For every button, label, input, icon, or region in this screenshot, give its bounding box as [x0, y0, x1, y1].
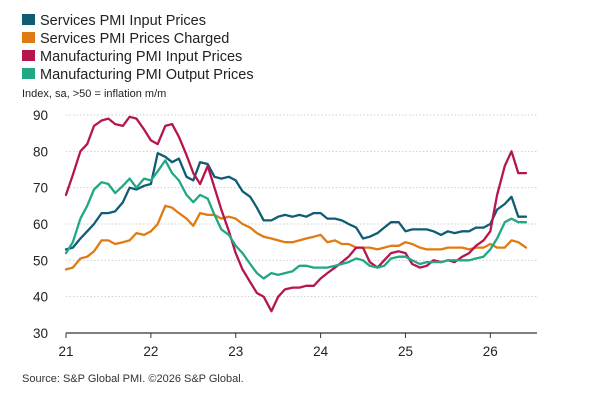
chart-subtitle: Index, sa, >50 = inflation m/m: [22, 88, 166, 100]
gridlines: [66, 114, 537, 334]
legend: Services PMI Input Prices Services PMI P…: [22, 13, 254, 83]
y-tick-label: 60: [33, 217, 48, 232]
y-tick-label: 80: [33, 144, 48, 159]
legend-label-manufacturing-input: Manufacturing PMI Input Prices: [40, 49, 242, 65]
legend-swatch-manufacturing-output: [22, 68, 35, 79]
x-axis-ticks: 21 22 23 24 25 26: [58, 333, 498, 359]
y-tick-label: 40: [33, 290, 48, 305]
y-tick-label: 70: [33, 181, 48, 196]
manufacturing-output-line: [64, 159, 528, 280]
source-note: Source: S&P Global PMI. ©2026 S&P Global…: [22, 373, 244, 385]
legend-label-manufacturing-output: Manufacturing PMI Output Prices: [40, 67, 254, 83]
x-tick-label: 21: [58, 344, 73, 359]
y-axis-ticks: 30 40 50 60 70 80 90: [33, 108, 48, 341]
y-tick-label: 90: [33, 108, 48, 123]
y-tick-label: 30: [33, 326, 48, 341]
legend-label-services-charged: Services PMI Prices Charged: [40, 31, 229, 47]
x-tick-label: 25: [398, 344, 413, 359]
legend-label-services-input: Services PMI Input Prices: [40, 13, 206, 29]
legend-swatch-services-input: [22, 14, 35, 25]
services-input-line: [64, 152, 528, 251]
y-tick-label: 50: [33, 253, 48, 268]
legend-swatch-services-charged: [22, 32, 35, 43]
x-tick-label: 24: [313, 344, 329, 359]
legend-swatch-manufacturing-input: [22, 50, 35, 61]
x-tick-label: 23: [228, 344, 243, 359]
services-charged-line: [64, 204, 528, 271]
manufacturing-input-line: [64, 115, 528, 313]
x-tick-label: 22: [143, 344, 158, 359]
series-lines: [64, 115, 528, 313]
x-tick-label: 26: [483, 344, 498, 359]
